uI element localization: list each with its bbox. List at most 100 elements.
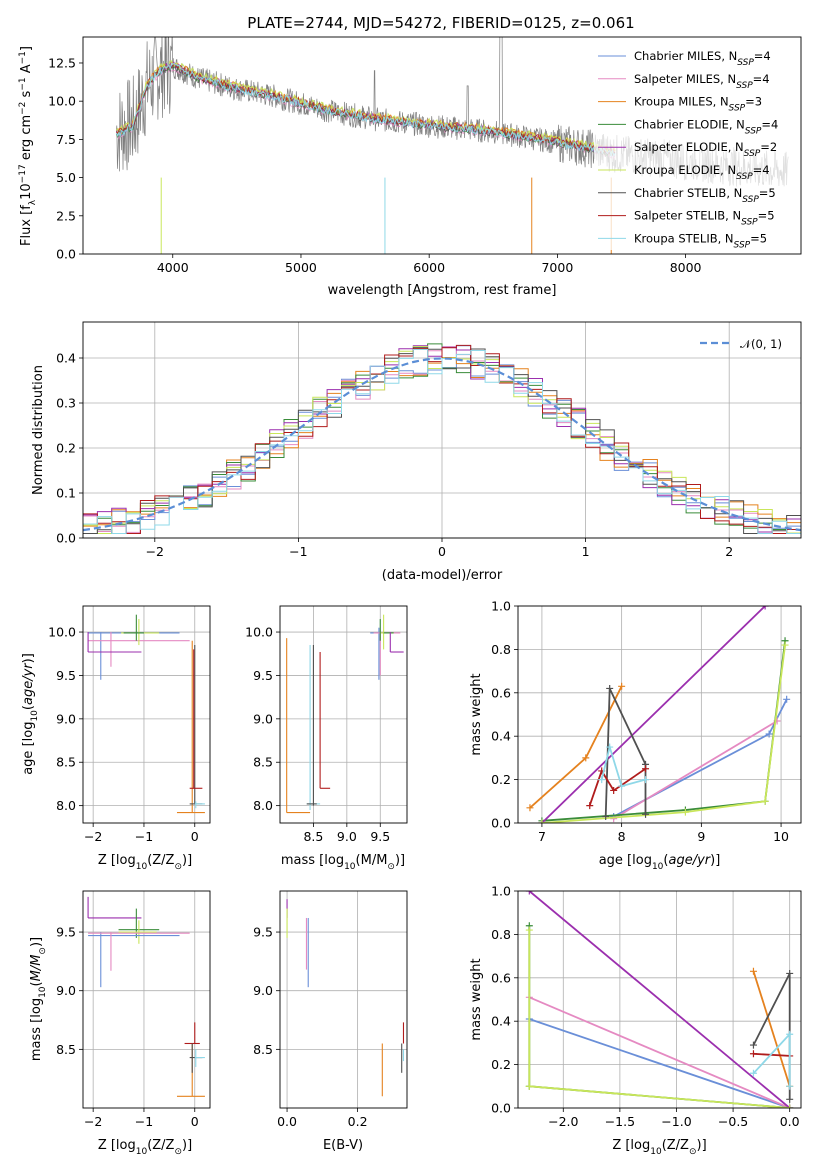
label-part: =2 [760, 140, 777, 154]
plot-area [87, 896, 205, 1097]
age-vs-mass-panel: 8.5 9.0 9.5 8.0 8.5 9.0 9.5 10.0 mass [log10(M/M… [245, 605, 408, 872]
label-part: age [log [599, 853, 652, 868]
x-tick-label: 7000 [541, 260, 573, 275]
plus-marker [525, 891, 533, 895]
plus-marker [786, 1104, 794, 1108]
grid-lines [280, 606, 407, 823]
x-tick-label: 0 [438, 544, 446, 559]
ticks: 8.5 9.0 9.5 8.0 8.5 9.0 9.5 10.0 [245, 625, 390, 844]
x-tick-label: 10 [773, 829, 789, 844]
residual-histogram-step [83, 344, 801, 534]
x-tick-label: −2 [84, 1114, 102, 1129]
x-tick-label: −1 [289, 544, 307, 559]
legend-entry: Chabrier MILES, NSSP=4 [634, 49, 771, 68]
label-part: M/M [29, 955, 44, 982]
label-part: SSP [742, 195, 759, 205]
weight-line [600, 743, 646, 788]
x-tick-label: −1.5 [605, 1114, 635, 1129]
x-tick-label: −1 [135, 829, 153, 844]
y-axis-label: Flux [fλ10−17 erg cm−2 s−1 A−1] [18, 46, 38, 246]
axes-frame [82, 890, 211, 1109]
plus-marker [525, 1082, 533, 1090]
legend-entry: 𝒩(0, 1) [740, 337, 782, 351]
label-part: age/yr [21, 662, 36, 705]
plus-marker [749, 1050, 757, 1058]
plus-marker [618, 682, 626, 690]
label-part: =4 [761, 117, 778, 131]
y-tick-label: 10.0 [48, 94, 76, 109]
axes-frame [279, 605, 408, 824]
y-tick-label: 9.5 [253, 925, 273, 940]
plot-area [286, 899, 405, 1097]
x-tick-label: −1.0 [661, 1114, 691, 1129]
model-spectrum-line [116, 63, 616, 154]
label-part: ( [663, 853, 668, 868]
x-tick-label: 9.0 [337, 829, 357, 844]
label-part: 10 [136, 1147, 148, 1157]
y-tick-label: 0.6 [491, 685, 511, 700]
weight-vs-metallicity-panel: −2.0 −1.5 −1.0 −0.5 0.0 0.0 0.2 0.4 0.6 0.8 1.0 Z [… [469, 884, 802, 1157]
x-tick-label: 0 [191, 1114, 199, 1129]
y-tick-label: 0.2 [491, 1057, 511, 1072]
label-part: SSP [729, 104, 746, 114]
label-part: SSP [734, 240, 751, 250]
plus-marker [642, 765, 650, 773]
ticks: 4000 5000 6000 7000 8000 0.0 2.5 5.0 7.5 10.0 12.5 [48, 55, 701, 275]
label-part: ⊙ [387, 862, 395, 872]
label-part: Chabrier ELODIE, N [634, 117, 745, 131]
y-axis-label: mass weight [469, 958, 484, 1040]
plus-marker [586, 802, 594, 810]
label-part: 10 [38, 986, 48, 998]
x-axis-label: age [log10(age/yr)] [599, 853, 721, 872]
y-tick-label: 9.5 [253, 668, 273, 683]
y-tick-label: 0.0 [491, 1101, 511, 1116]
y-tick-label: 8.0 [56, 798, 76, 813]
x-tick-label: 9 [697, 829, 705, 844]
y-tick-label: 0.2 [56, 441, 76, 456]
label-part: Z [log [98, 853, 136, 868]
weight-line [528, 930, 790, 1108]
plus-marker [602, 812, 610, 820]
y-tick-label: 8.0 [253, 798, 273, 813]
axes-frame [82, 36, 802, 255]
axes-frame [517, 890, 802, 1109]
y-tick-label: 8.5 [253, 755, 273, 770]
plus-marker [781, 641, 789, 649]
axes-frame [517, 605, 802, 824]
label-part: A [19, 64, 34, 77]
x-tick-label: 4000 [157, 260, 189, 275]
y-tick-label: 9.0 [56, 983, 76, 998]
residual-histogram-panel: −2 −1 0 1 2 0.0 0.1 0.2 0.3 0.4 𝒩(0, 1) (data-model… [31, 321, 802, 583]
ticks: −2.0 −1.5 −1.0 −0.5 0.0 0.0 0.2 0.4 0.6 0.8 1.0 [491, 884, 800, 1130]
label-part: =4 [753, 72, 770, 86]
y-axis-label: Normed distribution [31, 365, 46, 495]
label-part: (M/M [356, 853, 388, 868]
x-axis-label: (data-model)/error [382, 568, 503, 583]
y-tick-label: 9.0 [56, 711, 76, 726]
y-tick-label: 0.4 [56, 351, 76, 366]
y-tick-label: 0.8 [491, 642, 511, 657]
label-part: Flux [f [19, 205, 34, 246]
label-part: ⊙ [174, 862, 182, 872]
label-part: =4 [753, 163, 770, 177]
plot-area [526, 606, 791, 823]
label-part: Kroupa STELIB, N [634, 231, 734, 245]
plot-area [286, 614, 404, 814]
label-part: −1 [18, 51, 28, 64]
x-axis-label: mass [log10(M/M⊙)] [281, 853, 405, 872]
plus-marker [642, 810, 650, 818]
axes-frame [279, 890, 408, 1109]
legend-entry: Salpeter ELODIE, NSSP=2 [634, 140, 777, 159]
y-tick-label: 12.5 [48, 55, 76, 70]
y-tick-label: 0.2 [491, 772, 511, 787]
legend-entry: Kroupa MILES, NSSP=3 [634, 95, 762, 114]
ticks: −2 −1 0 1 2 0.0 0.1 0.2 0.3 0.4 [56, 351, 733, 560]
y-tick-label: 9.5 [56, 668, 76, 683]
x-axis-label: wavelength [Angstrom, rest frame] [328, 283, 557, 298]
label-part: =5 [750, 231, 767, 245]
label-part: )] [182, 1138, 192, 1153]
plus-marker [610, 786, 618, 794]
label-part: ] [19, 46, 34, 51]
label-part: =4 [754, 49, 771, 63]
